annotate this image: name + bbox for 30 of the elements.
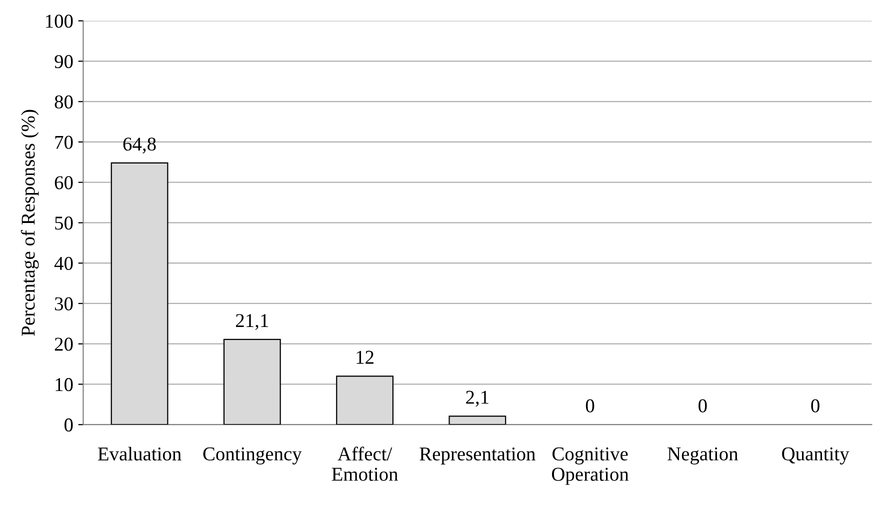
x-tick-label: Contingency [203,447,302,464]
y-tick-label: 50 [55,216,73,230]
data-label: 21,1 [236,314,268,330]
y-tick-label: 60 [54,176,73,190]
x-tick-label: Quantity [782,447,850,464]
data-label: 0 [698,399,707,412]
data-label: 0 [811,399,820,412]
y-tick-label: 40 [54,256,73,270]
data-label: 64,8 [123,138,156,154]
bar [110,162,168,425]
y-tick-label: 80 [54,95,73,109]
data-label: 2,1 [466,390,488,407]
bar [223,338,281,425]
y-tick-label: 10 [56,378,73,392]
x-tick-label: Negation [668,447,738,464]
y-tick-label: 100 [46,14,73,28]
x-tick-label: Evaluation [98,446,182,461]
y-tick-label: 20 [54,338,73,351]
x-tick-label: Representation [420,447,536,464]
x-tick-label: Affect/ Emotion [332,446,398,481]
y-tick-label: 90 [54,55,73,68]
bar [336,376,394,425]
data-label: 0 [586,399,594,412]
y-axis-title: Percentage of Responses (%) [20,110,39,336]
x-tick-label: Cognitive Operation [552,447,629,485]
bar [448,416,506,425]
y-tick-label: 0 [64,418,73,432]
data-label: 12 [356,350,374,364]
y-tick-label: 70 [55,136,73,149]
y-tick-label: 30 [54,297,73,310]
